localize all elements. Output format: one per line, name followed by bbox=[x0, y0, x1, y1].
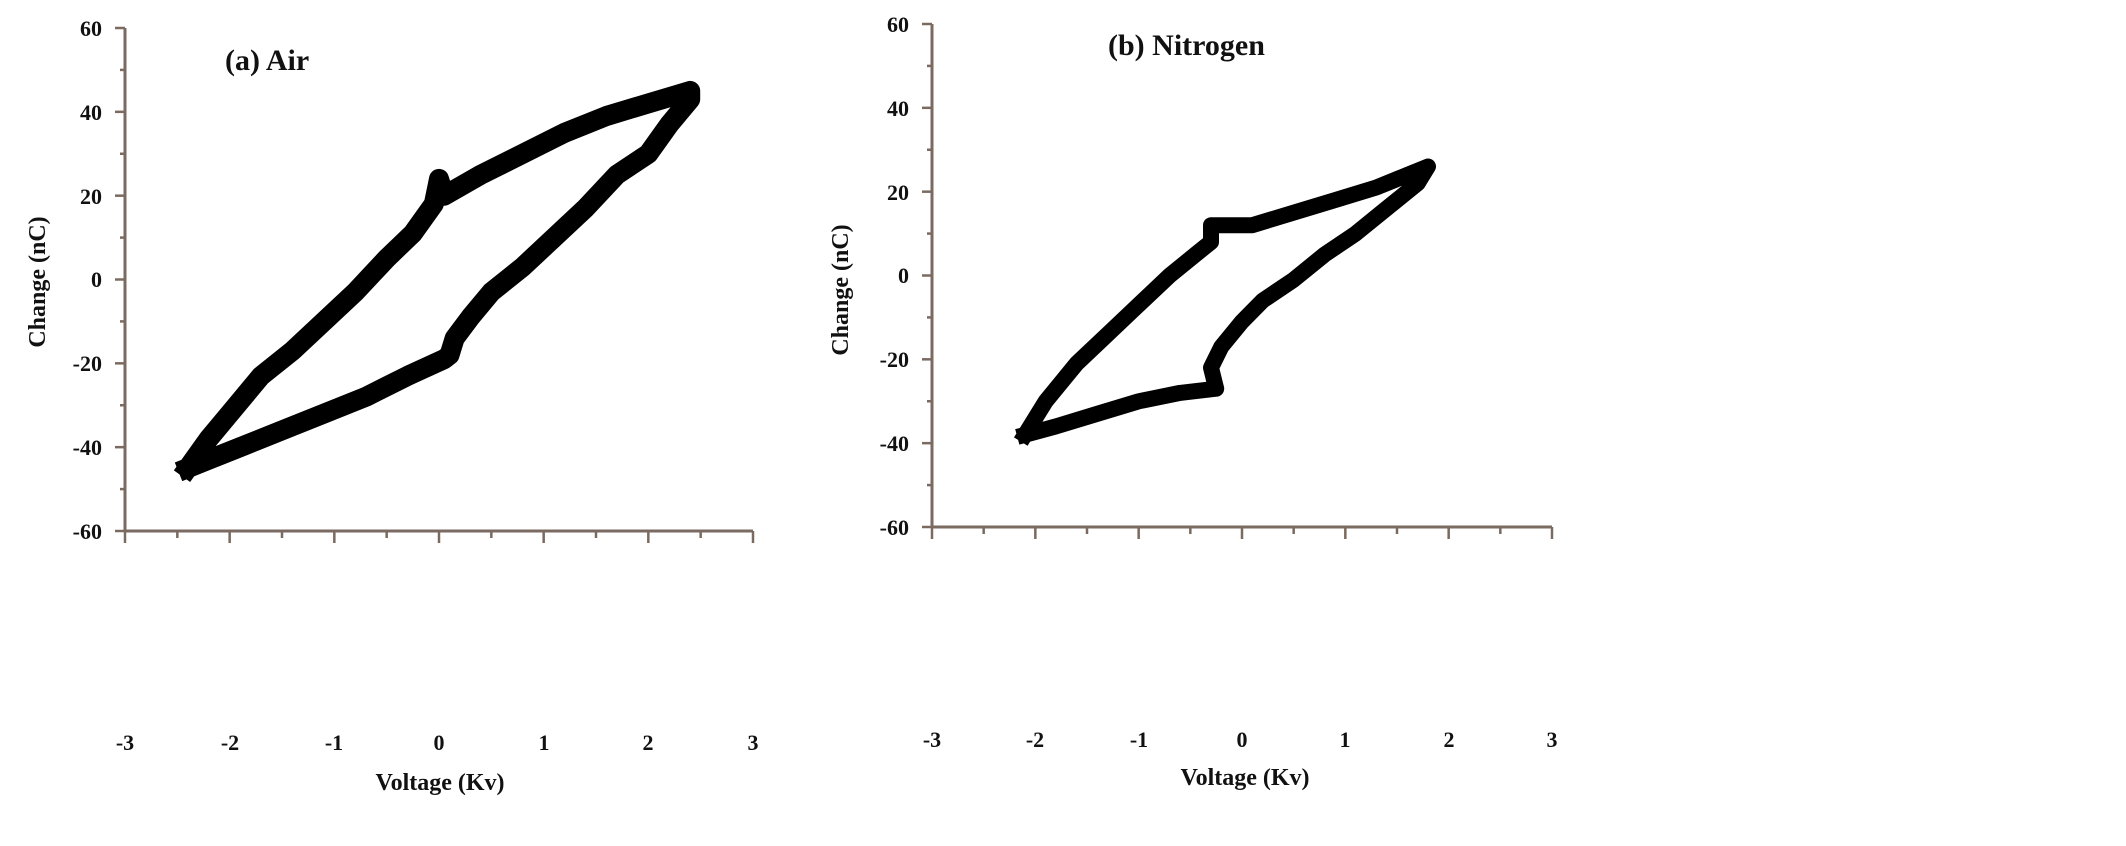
x-tick-label: 0 bbox=[434, 730, 445, 755]
plot-area-nitrogen bbox=[922, 22, 1554, 539]
x-tick-label: 3 bbox=[1547, 727, 1558, 752]
y-tick-labels-nitrogen: 60 40 20 0 -20 -40 -60 bbox=[880, 12, 909, 540]
x-tick-label: 1 bbox=[539, 730, 550, 755]
panel-title-air: (a) Air bbox=[225, 44, 309, 77]
y-tick-label: 0 bbox=[898, 263, 909, 288]
y-tick-label: 60 bbox=[80, 16, 102, 41]
y-tick-label: -40 bbox=[73, 435, 102, 460]
y-tick-label: 60 bbox=[887, 12, 909, 37]
y-axis-title-nitrogen: Change (nC) bbox=[828, 224, 854, 355]
y-tick-label: 20 bbox=[887, 180, 909, 205]
panel-title-nitrogen: (b) Nitrogen bbox=[1108, 29, 1265, 62]
y-tick-label: -60 bbox=[73, 519, 102, 544]
chart-air-svg: (a) Air Voltage (Kv) Change (nC) -3 -2 -… bbox=[25, 16, 759, 796]
y-tick-label: 0 bbox=[91, 267, 102, 292]
hysteresis-loop bbox=[1013, 158, 1436, 446]
x-tick-label: 1 bbox=[1340, 727, 1351, 752]
chart-nitrogen-svg: (b) Nitrogen Voltage (Kv) Change (nC) -3… bbox=[828, 12, 1558, 791]
x-axis-title-nitrogen: Voltage (Kv) bbox=[1180, 765, 1309, 791]
y-tick-label: -20 bbox=[880, 347, 909, 372]
y-tick-label: -20 bbox=[73, 351, 102, 376]
y-tick-label: -40 bbox=[880, 431, 909, 456]
x-tick-labels-nitrogen: -3 -2 -1 0 1 2 3 bbox=[923, 727, 1558, 752]
x-tick-label: -3 bbox=[923, 727, 941, 752]
plot-area-air bbox=[115, 26, 755, 543]
x-tick-label: -1 bbox=[1130, 727, 1148, 752]
x-tick-label: -2 bbox=[1026, 727, 1044, 752]
y-tick-label: 20 bbox=[80, 184, 102, 209]
x-tick-label: 2 bbox=[1444, 727, 1455, 752]
y-tick-labels-air: 60 40 20 0 -20 -40 -60 bbox=[73, 16, 102, 544]
y-tick-label: -60 bbox=[880, 515, 909, 540]
x-tick-label: 3 bbox=[748, 730, 759, 755]
x-tick-label: -2 bbox=[221, 730, 239, 755]
x-axis-title-air: Voltage (Kv) bbox=[375, 770, 504, 796]
x-tick-label: 0 bbox=[1237, 727, 1248, 752]
hysteresis-loop bbox=[173, 80, 701, 483]
y-axis-title-air: Change (nC) bbox=[25, 216, 51, 347]
y-tick-label: 40 bbox=[887, 96, 909, 121]
x-tick-label: -3 bbox=[116, 730, 134, 755]
x-tick-label: 2 bbox=[643, 730, 654, 755]
chart-panel-air: (a) Air Voltage (Kv) Change (nC) -3 -2 -… bbox=[25, 16, 759, 796]
x-tick-label: -1 bbox=[325, 730, 343, 755]
chart-panel-nitrogen: (b) Nitrogen Voltage (Kv) Change (nC) -3… bbox=[828, 0, 2126, 846]
y-tick-label: 40 bbox=[80, 100, 102, 125]
x-tick-labels-air: -3 -2 -1 0 1 2 3 bbox=[116, 730, 759, 755]
